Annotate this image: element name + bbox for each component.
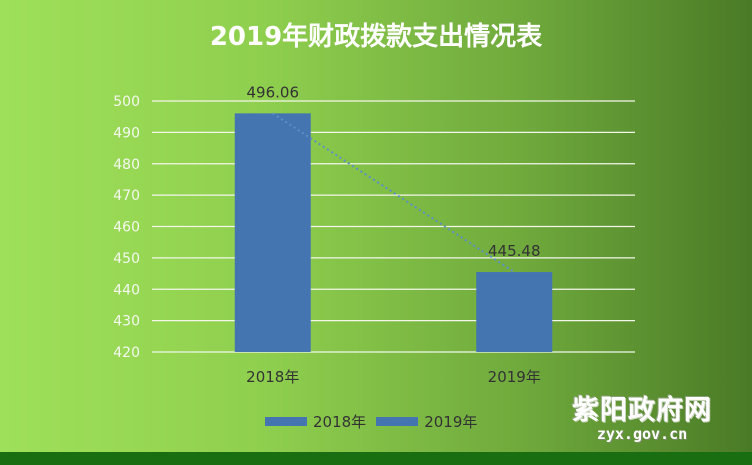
legend-swatch-2019 — [376, 417, 419, 426]
y-axis-ticks: 420 430 440 450 460 470 480 490 500 — [113, 94, 140, 361]
x-axis-ticks: 2018年 2019年 — [246, 368, 541, 386]
data-label-2019年: 445.48 — [488, 242, 541, 260]
bars — [234, 113, 553, 352]
y-tick-label-450: 450 — [113, 251, 140, 267]
y-tick-label-460: 460 — [113, 220, 140, 236]
y-tick-label-440: 440 — [113, 282, 140, 298]
chart-title: 2019年财政拨款支出情况表 — [209, 22, 543, 52]
watermark-url: zyx.gov.cn — [596, 425, 688, 443]
legend: 2018年 2019年 — [265, 411, 487, 432]
y-tick-label-480: 480 — [113, 157, 140, 173]
gridlines — [152, 100, 635, 353]
x-tick-label-2018年: 2018年 — [246, 368, 299, 386]
legend-label-2019: 2019年 — [424, 413, 478, 431]
bar-2018年 — [234, 113, 311, 352]
legend-item-2019: 2019年 — [376, 411, 477, 432]
legend-item-2018: 2018年 — [265, 411, 366, 432]
watermark-site-name: 紫阳政府网 — [572, 395, 712, 426]
x-tick-label-2019年: 2019年 — [488, 368, 541, 386]
y-tick-label-420: 420 — [113, 345, 140, 361]
data-labels: 496.06 445.48 — [247, 83, 541, 260]
legend-swatch-2018 — [265, 417, 307, 426]
bottom-bar — [0, 452, 752, 465]
trendline-segment — [272, 112, 515, 273]
y-tick-label-500: 500 — [113, 94, 140, 110]
trendline — [272, 112, 515, 273]
y-tick-label-490: 490 — [113, 125, 140, 141]
data-label-2018年: 496.06 — [247, 83, 300, 101]
y-tick-label-470: 470 — [113, 188, 140, 204]
site-watermark: 紫阳政府网 zyx.gov.cn — [562, 388, 722, 443]
bar-2019年 — [476, 272, 553, 352]
y-tick-label-430: 430 — [113, 314, 140, 330]
legend-label-2018: 2018年 — [313, 413, 367, 431]
